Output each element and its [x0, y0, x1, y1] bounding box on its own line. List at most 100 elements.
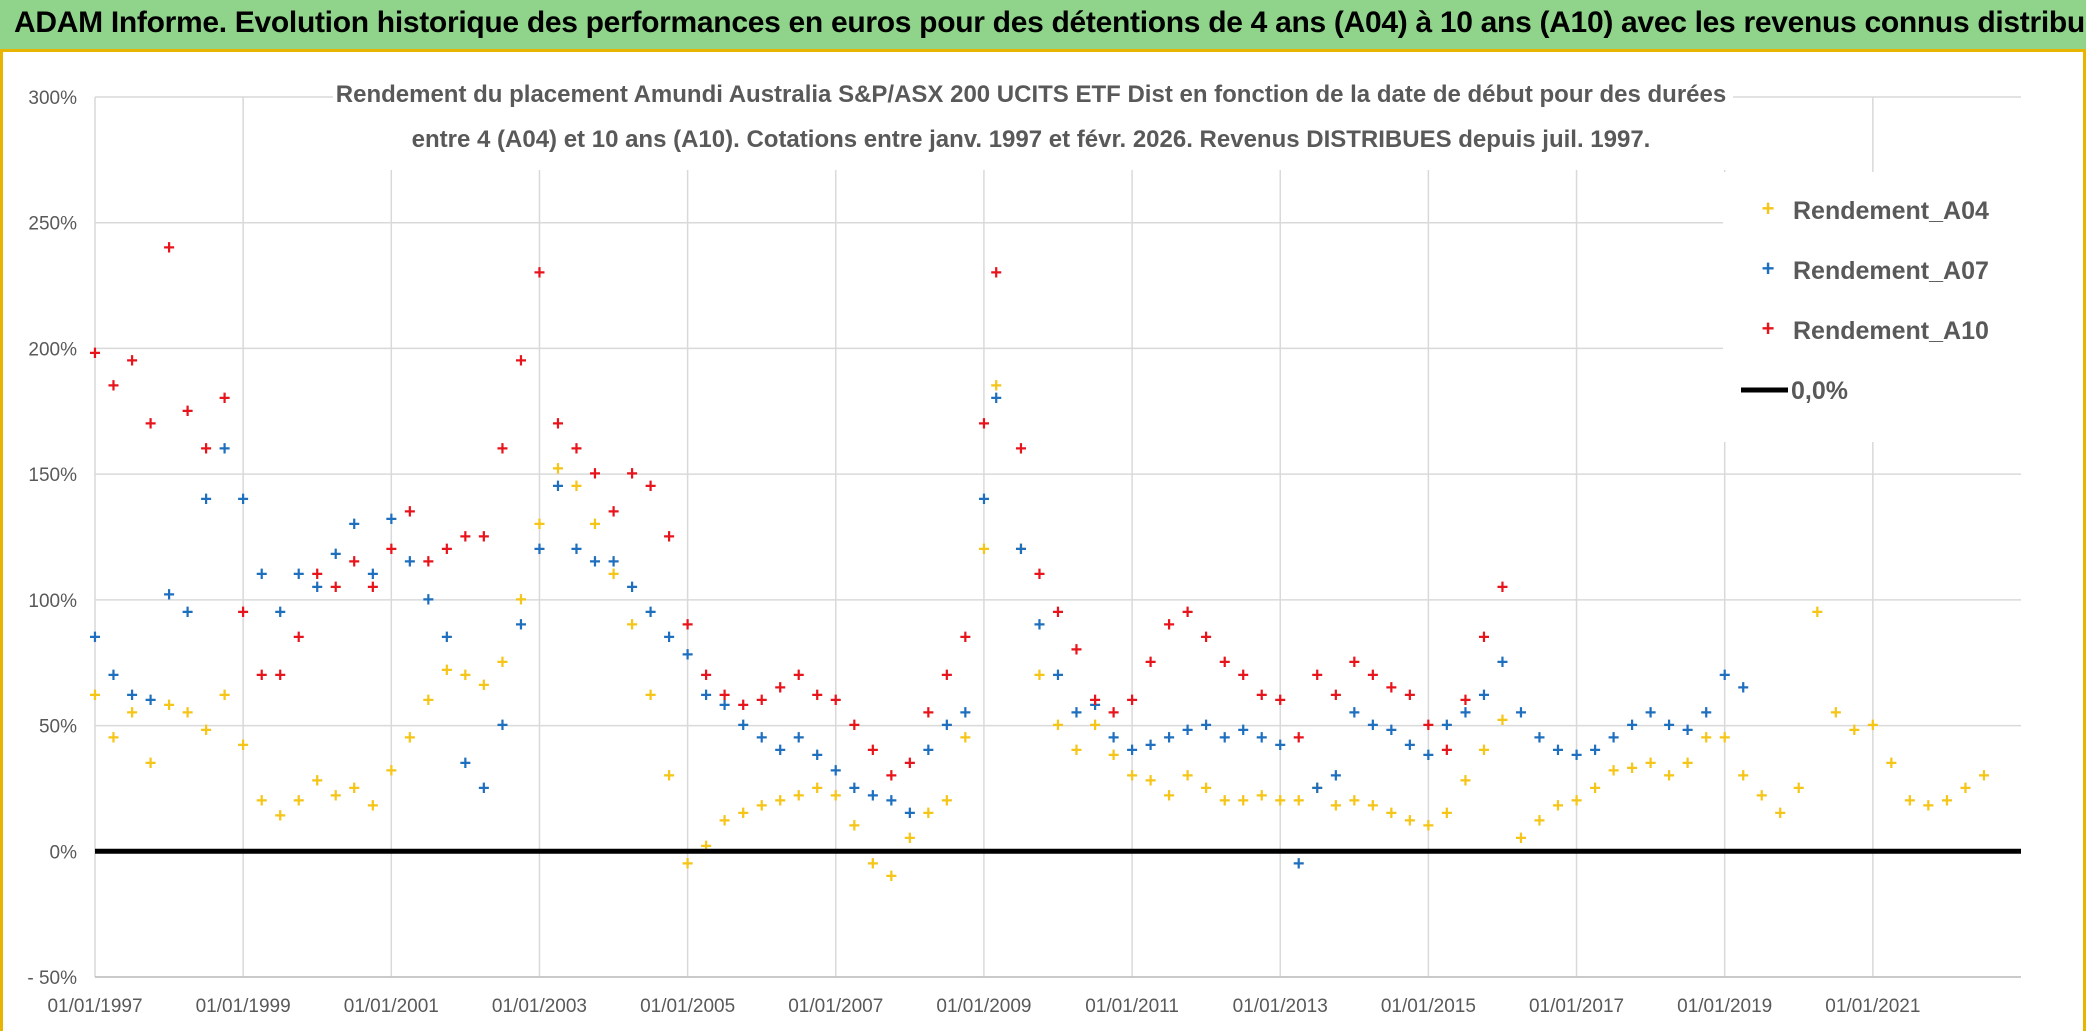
data-point: + [867, 785, 879, 807]
data-point: + [1052, 601, 1064, 623]
data-point: + [571, 476, 583, 498]
data-point: + [1330, 765, 1342, 787]
data-point: + [1386, 803, 1398, 825]
data-point: + [1534, 810, 1546, 832]
data-point: + [145, 413, 157, 435]
data-point: + [990, 388, 1002, 410]
data-point: + [1052, 715, 1064, 737]
y-tick-label: 250% [28, 214, 77, 235]
series-Rendement_A10: + + + + + + + + + + + + + + + + + + + + + + + + + + + + + + + + + + + + + + + +… [89, 237, 1508, 787]
data-point: + [811, 777, 823, 799]
data-point: + [1441, 715, 1453, 737]
data-point: + [793, 727, 805, 749]
data-point: + [163, 694, 175, 716]
data-point: + [700, 835, 712, 857]
chart-frame: - 50% 0% 50% 100% 150% 200% 250% 300% 01/01/199… [0, 52, 2086, 1031]
data-point: + [923, 740, 935, 762]
data-point: + [1737, 765, 1749, 787]
data-point: + [1737, 677, 1749, 699]
data-point: + [1423, 715, 1435, 737]
data-point: + [237, 735, 249, 757]
data-point: + [145, 752, 157, 774]
data-point: + [960, 627, 972, 649]
data-point: + [1404, 735, 1416, 757]
data-point: + [1237, 664, 1249, 686]
data-point: + [830, 785, 842, 807]
data-point: + [497, 438, 509, 460]
data-point: + [108, 664, 120, 686]
series-Rendement_A07: + + + + + + + + + + + + + + + + + + + + + + + + + + + + + + + + + + + + + + + +… [89, 388, 1749, 875]
x-tick-label: 01/01/2015 [1381, 996, 1476, 1017]
data-point: + [200, 720, 212, 742]
data-point: + [1663, 715, 1675, 737]
data-point: + [867, 740, 879, 762]
data-point: + [200, 438, 212, 460]
data-point: + [1219, 652, 1231, 674]
data-point: + [1071, 740, 1083, 762]
report-banner: ADAM Informe. Evolution historique des p… [0, 0, 2086, 52]
data-point: + [663, 627, 675, 649]
data-point: + [552, 458, 564, 480]
data-point: + [274, 805, 286, 827]
x-tick-label: 01/01/2011 [1085, 996, 1179, 1017]
data-point: + [1497, 710, 1509, 732]
grid-lines [94, 96, 2021, 978]
data-point: + [830, 689, 842, 711]
data-point: + [330, 544, 342, 566]
chart-title-line-2: entre 4 (A04) et 10 ans (A10). Cotations… [412, 126, 1651, 153]
data-point: + [219, 388, 231, 410]
data-point: + [182, 702, 194, 724]
data-point: + [441, 659, 453, 681]
data-point: + [1219, 790, 1231, 812]
data-point: + [1571, 790, 1583, 812]
data-point: + [1348, 652, 1360, 674]
data-point: + [571, 539, 583, 561]
data-point: + [1367, 664, 1379, 686]
data-point: + [1811, 601, 1823, 623]
x-tick-label: 01/01/2001 [344, 996, 439, 1017]
data-point: + [1626, 715, 1638, 737]
data-point: + [1960, 777, 1972, 799]
data-point: + [1663, 765, 1675, 787]
data-point: + [1608, 760, 1620, 782]
data-point: + [1330, 795, 1342, 817]
data-point: + [756, 727, 768, 749]
data-point: + [1460, 702, 1472, 724]
data-point: + [497, 715, 509, 737]
data-point: + [1182, 601, 1194, 623]
data-point: + [182, 601, 194, 623]
data-point: + [923, 702, 935, 724]
data-point: + [1478, 627, 1490, 649]
x-tick-label: 01/01/2007 [788, 996, 883, 1017]
data-point: + [1052, 664, 1064, 686]
data-point: + [645, 601, 657, 623]
data-point: + [145, 689, 157, 711]
data-point: + [774, 677, 786, 699]
data-point: + [219, 684, 231, 706]
data-point: + [737, 715, 749, 737]
data-point: + [719, 694, 731, 716]
x-axis: 01/01/1997 01/01/1999 01/01/2001 01/01/2003… [47, 976, 2021, 1017]
data-point: + [1200, 627, 1212, 649]
data-point: + [589, 551, 601, 573]
legend-marker: + [1762, 256, 1775, 281]
y-tick-label: 150% [28, 465, 77, 486]
x-tick-label: 01/01/2009 [936, 996, 1031, 1017]
data-point: + [367, 795, 379, 817]
data-point: + [848, 777, 860, 799]
data-point: + [1978, 765, 1990, 787]
data-point: + [793, 664, 805, 686]
data-point: + [1219, 727, 1231, 749]
data-point: + [756, 795, 768, 817]
data-point: + [1719, 664, 1731, 686]
data-point: + [1941, 790, 1953, 812]
data-point: + [1386, 677, 1398, 699]
data-point: + [1700, 702, 1712, 724]
data-point: + [700, 684, 712, 706]
data-point: + [1293, 790, 1305, 812]
data-point: + [460, 752, 472, 774]
data-point: + [163, 237, 175, 259]
y-tick-label: - 50% [27, 968, 77, 989]
data-point: + [1645, 702, 1657, 724]
y-tick-label: 200% [28, 339, 77, 360]
